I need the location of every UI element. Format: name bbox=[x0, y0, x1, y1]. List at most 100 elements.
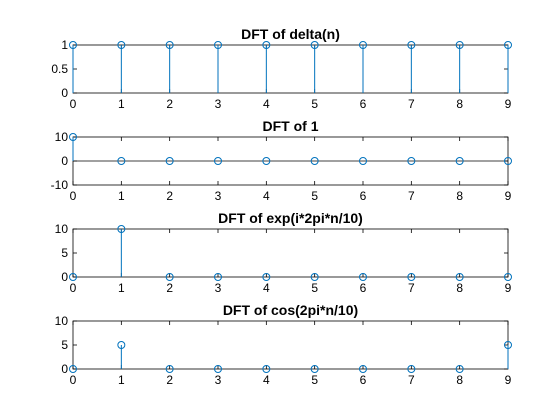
stem-marker bbox=[359, 157, 367, 165]
stem-marker bbox=[359, 273, 367, 281]
x-tick-label: 8 bbox=[456, 97, 463, 111]
subplot-3: DFT of exp(i*2pi*n/10) 0 1 2 3 4 5 6 7 8 9 0 5 10 bbox=[55, 210, 512, 295]
x-tick-label: 8 bbox=[456, 373, 463, 387]
y-tick-label: 0 bbox=[61, 362, 68, 376]
subplot-title: DFT of exp(i*2pi*n/10) bbox=[218, 210, 363, 226]
x-tick-label: 6 bbox=[360, 373, 367, 387]
stem-marker bbox=[214, 365, 222, 373]
stem-marker bbox=[455, 157, 464, 165]
x-tick-label: 5 bbox=[311, 189, 318, 203]
y-tick-label: 0 bbox=[61, 86, 68, 100]
x-tick-label: 3 bbox=[215, 373, 222, 387]
subplot-1: DFT of delta(n) 0 1 2 3 4 5 6 7 8 9 0 0.5 1 bbox=[51, 26, 512, 111]
x-tick-label: 6 bbox=[360, 189, 367, 203]
stem-marker bbox=[165, 273, 174, 281]
x-tick-label: 6 bbox=[360, 281, 367, 295]
x-tick-label: 2 bbox=[166, 373, 173, 387]
stem-marker bbox=[117, 157, 126, 165]
stem-marker bbox=[262, 41, 271, 49]
x-tick-label: 0 bbox=[70, 281, 77, 295]
x-tick-label: 6 bbox=[360, 97, 367, 111]
x-tick-label: 5 bbox=[311, 373, 318, 387]
y-tick-label: 10 bbox=[55, 222, 69, 236]
y-tick-label: -10 bbox=[51, 178, 69, 192]
x-tick-label: 1 bbox=[118, 281, 125, 295]
stem-marker bbox=[310, 41, 319, 49]
axes-box bbox=[72, 228, 509, 278]
stem-marker bbox=[310, 273, 319, 281]
stem-marker bbox=[165, 41, 174, 49]
x-tick-label: 1 bbox=[118, 189, 125, 203]
x-tick-label: 5 bbox=[311, 97, 318, 111]
stem-marker bbox=[262, 365, 271, 373]
stem-marker bbox=[455, 41, 464, 49]
x-tick-label: 0 bbox=[70, 189, 77, 203]
axes-box bbox=[72, 44, 509, 94]
x-tick-label: 8 bbox=[456, 189, 463, 203]
stem-marker bbox=[165, 157, 174, 165]
x-tick-label: 7 bbox=[408, 97, 415, 111]
x-tick-label: 3 bbox=[215, 189, 222, 203]
stem-marker bbox=[165, 365, 174, 373]
x-tick-label: 7 bbox=[408, 373, 415, 387]
x-tick-label: 9 bbox=[505, 97, 512, 111]
stem-marker bbox=[117, 225, 126, 233]
y-tick-label: 10 bbox=[55, 130, 69, 144]
stem-marker bbox=[262, 157, 271, 165]
stem-marker bbox=[407, 41, 416, 49]
stem-marker bbox=[310, 157, 319, 165]
stem-marker bbox=[407, 273, 416, 281]
x-tick-label: 1 bbox=[118, 373, 125, 387]
x-tick-label: 7 bbox=[408, 281, 415, 295]
stem-marker bbox=[214, 157, 222, 165]
stem-marker bbox=[504, 273, 512, 281]
stem-marker bbox=[69, 273, 77, 281]
y-tick-label: 5 bbox=[61, 338, 68, 352]
stem-marker bbox=[455, 365, 464, 373]
stem-marker bbox=[407, 157, 416, 165]
subplot-title: DFT of delta(n) bbox=[241, 26, 340, 42]
x-tick-label: 7 bbox=[408, 189, 415, 203]
x-tick-label: 2 bbox=[166, 97, 173, 111]
x-tick-label: 8 bbox=[456, 281, 463, 295]
y-tick-label: 0 bbox=[61, 154, 68, 168]
stem-marker bbox=[359, 41, 367, 49]
y-tick-label: 1 bbox=[61, 38, 68, 52]
y-tick-label: 0.5 bbox=[51, 62, 68, 76]
x-tick-label: 2 bbox=[166, 281, 173, 295]
stem-marker bbox=[455, 273, 464, 281]
x-tick-label: 3 bbox=[215, 97, 222, 111]
x-tick-label: 0 bbox=[70, 97, 77, 111]
x-tick-label: 4 bbox=[263, 189, 270, 203]
x-tick-label: 9 bbox=[505, 281, 512, 295]
x-tick-label: 0 bbox=[70, 373, 77, 387]
x-tick-label: 9 bbox=[505, 373, 512, 387]
stem-marker bbox=[310, 365, 319, 373]
x-tick-label: 4 bbox=[263, 97, 270, 111]
axes-box bbox=[72, 320, 509, 370]
stem-marker bbox=[214, 41, 222, 49]
stem-marker bbox=[69, 365, 77, 373]
x-tick-label: 5 bbox=[311, 281, 318, 295]
x-tick-label: 9 bbox=[505, 189, 512, 203]
subplot-title: DFT of 1 bbox=[263, 118, 319, 134]
y-tick-label: 10 bbox=[55, 314, 69, 328]
x-tick-label: 1 bbox=[118, 97, 125, 111]
stem-marker bbox=[117, 341, 126, 349]
stem-marker bbox=[504, 157, 512, 165]
x-tick-label: 2 bbox=[166, 189, 173, 203]
stem-marker bbox=[504, 41, 512, 49]
stem-marker bbox=[504, 341, 512, 349]
x-tick-label: 4 bbox=[263, 281, 270, 295]
subplot-4: DFT of cos(2pi*n/10) 0 1 2 3 4 5 6 7 8 9 0 5 10 bbox=[55, 302, 512, 387]
stem-marker bbox=[117, 41, 126, 49]
x-tick-label: 3 bbox=[215, 281, 222, 295]
stem-marker bbox=[262, 273, 271, 281]
y-tick-label: 5 bbox=[61, 246, 68, 260]
stem-marker bbox=[214, 273, 222, 281]
x-tick-label: 4 bbox=[263, 373, 270, 387]
stem-marker bbox=[407, 365, 416, 373]
y-tick-label: 0 bbox=[61, 270, 68, 284]
